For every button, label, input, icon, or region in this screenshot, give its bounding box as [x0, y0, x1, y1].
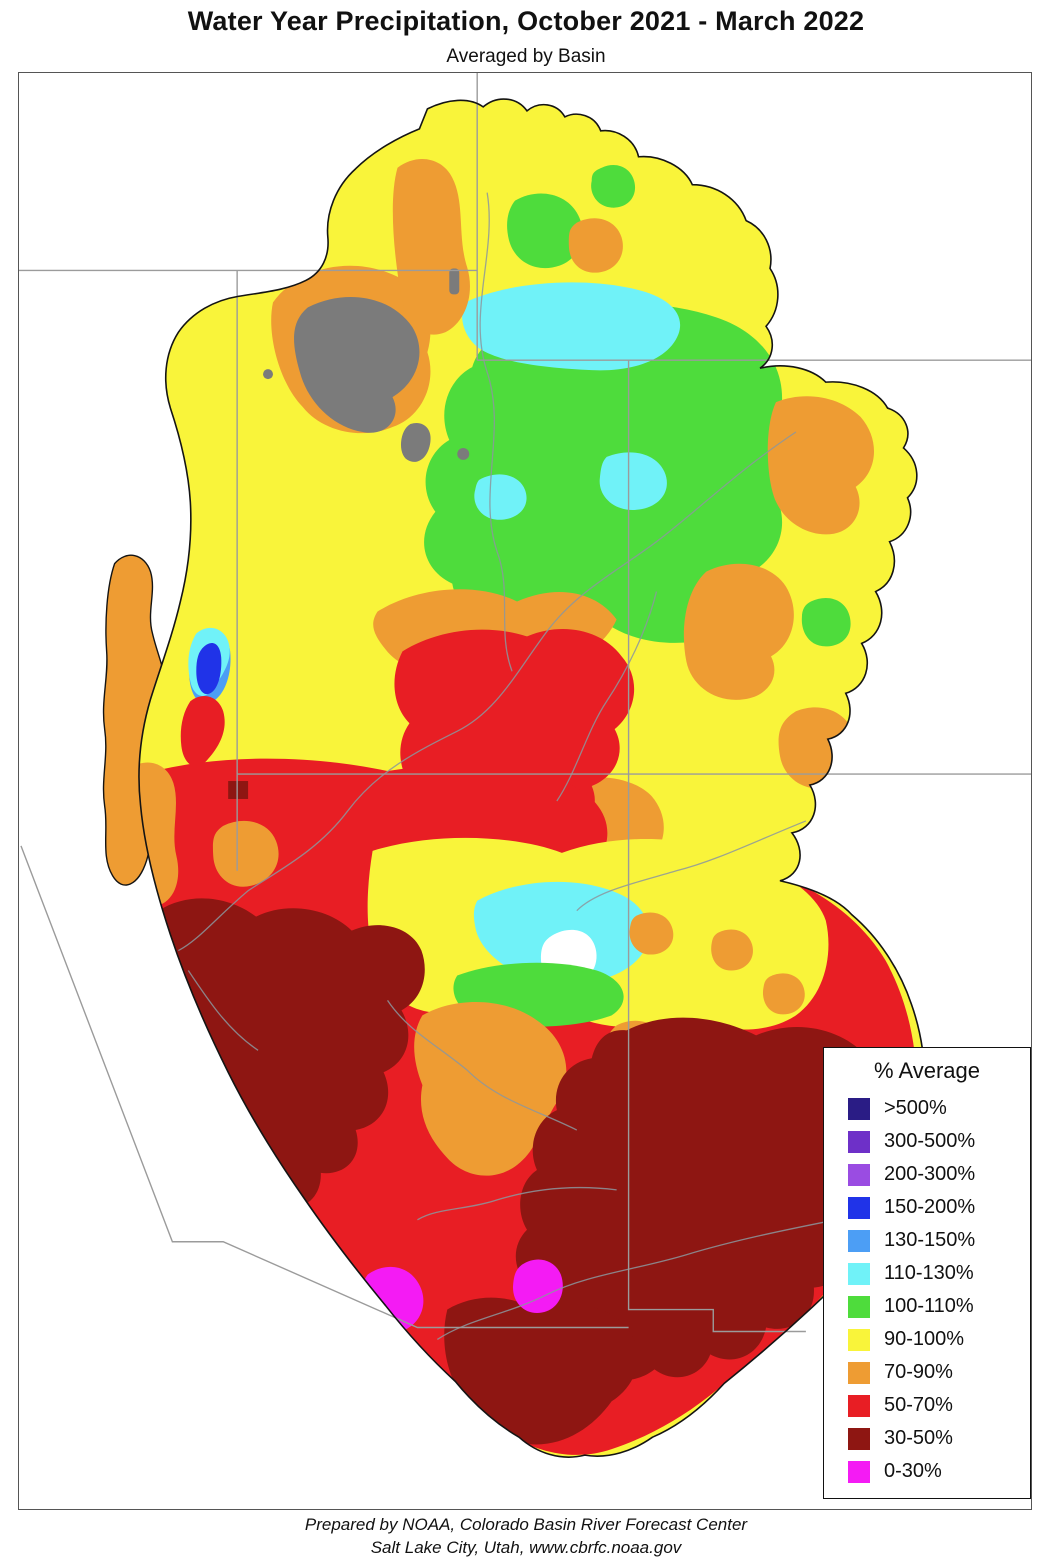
legend-item-label: 300-500%: [884, 1130, 976, 1152]
legend-item: 50-70%: [824, 1389, 1030, 1422]
footer-line2: Salt Lake City, Utah, www.cbrfc.noaa.gov: [370, 1537, 682, 1557]
legend-item: 70-90%: [824, 1356, 1030, 1389]
legend-swatch: [848, 1130, 870, 1153]
legend-item: 150-200%: [824, 1191, 1030, 1224]
legend-item: 90-100%: [824, 1323, 1030, 1356]
legend-item: 300-500%: [824, 1125, 1030, 1158]
legend-item-label: >500%: [884, 1097, 947, 1119]
legend-item: 100-110%: [824, 1290, 1030, 1323]
legend-item-label: 150-200%: [884, 1196, 976, 1218]
page-title: Water Year Precipitation, October 2021 -…: [187, 6, 865, 36]
legend-item-label: 200-300%: [884, 1163, 976, 1185]
legend-swatch: [848, 1163, 870, 1186]
legend-item-label: 30-50%: [884, 1427, 953, 1449]
legend-swatch: [848, 1394, 870, 1417]
legend-item-label: 130-150%: [884, 1229, 976, 1251]
legend-item-label: 110-130%: [884, 1262, 974, 1284]
legend-item-label: 70-90%: [884, 1361, 953, 1383]
legend-swatch: [848, 1097, 870, 1120]
legend-swatch: [848, 1328, 870, 1351]
region-no-data: [263, 268, 470, 462]
legend-item: 200-300%: [824, 1158, 1030, 1191]
legend-swatch: [848, 1262, 870, 1285]
basin-map-svg: [19, 73, 1031, 1458]
legend-swatch: [848, 1361, 870, 1384]
legend-item: 130-150%: [824, 1224, 1030, 1257]
legend-item: 110-130%: [824, 1257, 1030, 1290]
legend-swatch: [848, 1196, 870, 1219]
legend-item: 0-30%: [824, 1455, 1030, 1488]
legend-swatch: [848, 1427, 870, 1450]
legend-item-label: 100-110%: [884, 1295, 974, 1317]
legend-swatch: [848, 1460, 870, 1483]
legend: % Average >500% 300-500% 200-300% 150-20…: [823, 1047, 1031, 1499]
basin-fill-regions: [138, 99, 925, 1458]
state-borders: [19, 73, 1031, 1333]
page-subtitle: Averaged by Basin: [446, 46, 606, 67]
legend-item-label: 0-30%: [884, 1460, 942, 1482]
legend-item: >500%: [824, 1092, 1030, 1125]
region-30-50: [138, 781, 889, 1445]
legend-item-label: 90-100%: [884, 1328, 965, 1350]
footer: Prepared by NOAA, Colorado Basin River F…: [0, 1514, 1052, 1560]
legend-item-label: 50-70%: [884, 1394, 953, 1416]
rivers: [178, 192, 836, 1341]
legend-item: 30-50%: [824, 1422, 1030, 1455]
legend-items: >500% 300-500% 200-300% 150-200% 130-150…: [824, 1092, 1030, 1488]
legend-title: % Average: [873, 1058, 980, 1083]
legend-swatch: [848, 1295, 870, 1318]
region-110-130-north: [188, 282, 681, 704]
footer-line1: Prepared by NOAA, Colorado Basin River F…: [304, 1515, 748, 1534]
map-frame: % Average >500% 300-500% 200-300% 150-20…: [18, 72, 1032, 1510]
legend-swatch: [848, 1229, 870, 1252]
